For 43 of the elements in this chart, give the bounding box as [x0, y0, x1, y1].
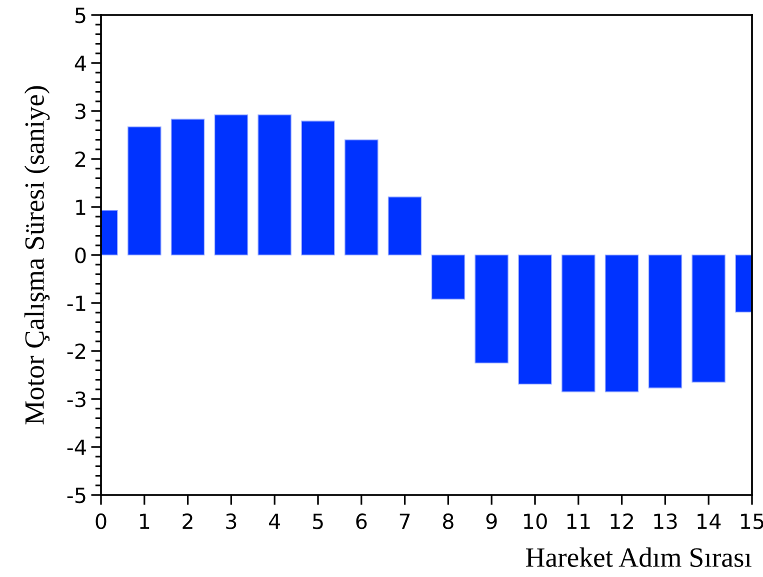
- x-tick-label: 11: [567, 514, 590, 529]
- bar: [170, 118, 205, 256]
- y-axis-title: Motor Çalışma Süresi (saniye): [24, 86, 50, 424]
- bar: [692, 254, 726, 383]
- y-tick-label: 2: [75, 151, 86, 167]
- bar: [561, 254, 596, 392]
- x-tick-label: 3: [226, 513, 236, 530]
- bar: [301, 120, 335, 256]
- y-tick-label: -4: [67, 440, 86, 455]
- bar: [258, 114, 292, 256]
- x-tick-label: 4: [268, 514, 280, 529]
- bar: [431, 254, 466, 300]
- y-tick-label: -2: [67, 343, 86, 359]
- y-tick-label: 5: [75, 8, 86, 24]
- x-tick-label: 10: [524, 513, 547, 530]
- x-tick-label: 7: [400, 514, 410, 529]
- bar: [518, 254, 552, 385]
- bar: [474, 254, 509, 364]
- x-tick-label: 13: [654, 513, 677, 530]
- y-tick-label: 3: [75, 103, 86, 120]
- x-tick-label: 14: [698, 514, 721, 529]
- y-tick-label: -5: [67, 488, 86, 504]
- bar: [344, 139, 378, 256]
- bar: [214, 114, 248, 256]
- bar: [127, 126, 162, 256]
- bar: [388, 196, 422, 256]
- y-tick-label: 4: [74, 56, 86, 71]
- x-tick-label: 0: [96, 513, 106, 530]
- x-tick-label: 12: [610, 513, 633, 529]
- x-tick-label: 5: [312, 514, 323, 530]
- x-axis-title: Hareket Adım Sırası: [526, 547, 752, 567]
- x-tick-label: 9: [486, 513, 497, 530]
- x-tick-label: 2: [182, 513, 192, 529]
- y-tick-label: -1: [67, 296, 86, 311]
- y-tick-label: 1: [76, 200, 86, 215]
- x-tick-label: 1: [140, 514, 150, 529]
- bar: [648, 254, 682, 388]
- x-tick-label: 8: [442, 513, 454, 530]
- bar: [604, 254, 639, 392]
- y-tick-label: -3: [67, 391, 86, 408]
- x-tick-label: 15: [741, 514, 763, 530]
- y-tick-label: 0: [75, 247, 86, 264]
- x-tick-label: 6: [356, 513, 367, 530]
